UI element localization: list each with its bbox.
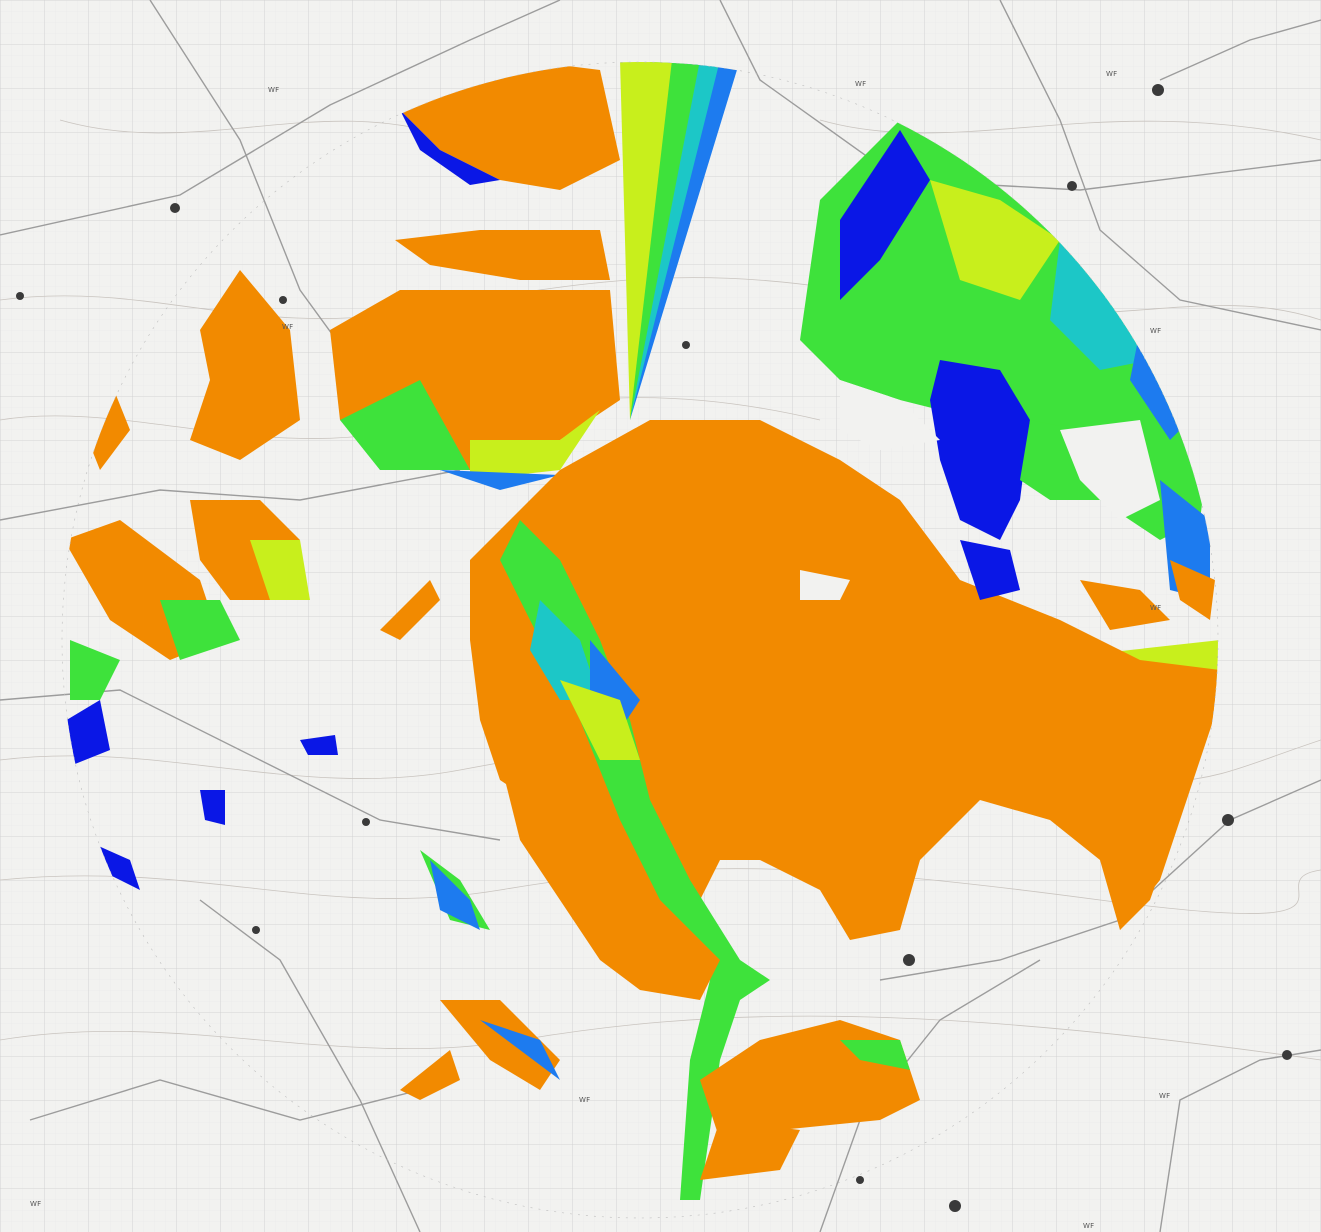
wf-label: WF [1106,70,1118,78]
coverage-wedge-north [630,62,740,420]
wf-label: WF [1083,1222,1095,1230]
wf-label: WF [1150,327,1162,335]
coverage-boundary [61,61,1219,1219]
wf-label: WF [1150,604,1162,612]
wf-label: WF [30,1200,42,1208]
wf-label: WF [855,80,867,88]
wf-label: WF [268,86,280,94]
coverage-core [470,420,1218,940]
wf-label: WF [579,1096,591,1104]
wf-label: WF [1159,1092,1171,1100]
wf-label: WF [282,323,294,331]
towns [16,84,1292,1212]
coverage-blue-lake [930,360,1030,540]
coverage-overlay [62,62,1218,1200]
